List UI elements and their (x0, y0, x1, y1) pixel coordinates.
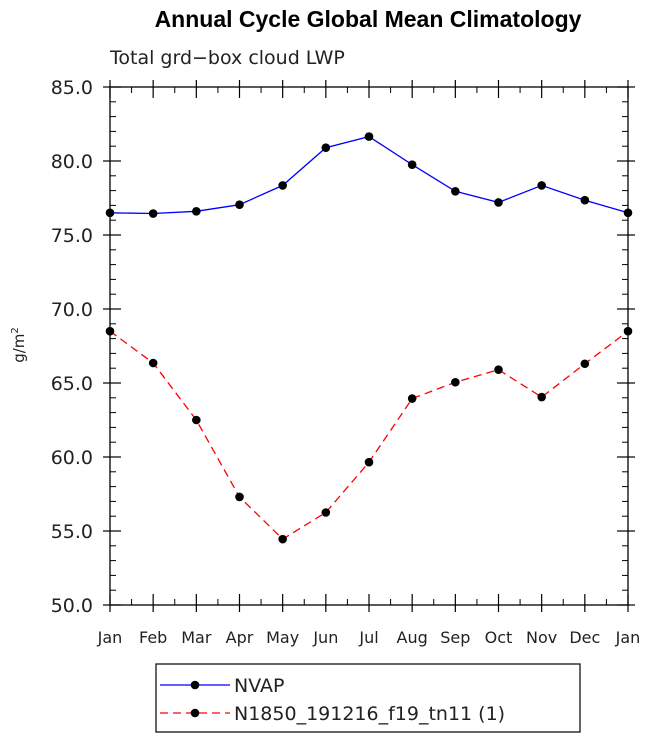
series-1-point (364, 132, 374, 141)
y-axis-label-base: g/m (10, 334, 28, 363)
series-2-point (580, 359, 590, 369)
y-tick-label: 65.0 (51, 373, 93, 395)
legend-label-1: NVAP (234, 675, 284, 697)
y-tick-labels: 50.0 55.0 60.0 65.0 70.0 75.0 80.0 85.0 (51, 77, 93, 617)
series-1-point (580, 195, 590, 205)
x-tick-label: Aug (397, 628, 428, 647)
series-2-point (494, 365, 503, 374)
series-layer (105, 132, 633, 544)
x-tick-label: May (266, 628, 299, 647)
series-2-point (235, 492, 244, 502)
series-1-point (235, 200, 244, 209)
series-1-point (407, 160, 417, 169)
y-tick-label: 85.0 (51, 77, 93, 99)
series-line-1 (109, 135, 629, 215)
x-tick-label: Jan (615, 628, 641, 647)
y-tick-label: 50.0 (51, 595, 93, 617)
series-2-point (407, 394, 417, 403)
x-tick-label: Feb (139, 628, 167, 647)
legend: NVAP N1850_191216_f19_tn11 (1) (155, 663, 581, 733)
x-tick-label: Jul (358, 628, 378, 647)
series-1-point (148, 209, 158, 218)
legend-marker-2 (190, 708, 200, 718)
series-1-point (494, 198, 503, 207)
y-axis-label: g/m2 (10, 327, 28, 363)
y-tick-label: 55.0 (51, 521, 93, 543)
series-2-point (451, 377, 460, 387)
series-1-point (321, 143, 331, 152)
series-1-point (278, 181, 287, 190)
x-tick-label: Nov (526, 628, 557, 647)
legend-box (155, 663, 581, 733)
x-tick-label: Jun (312, 628, 338, 647)
plot-frame (109, 86, 629, 606)
y-axis-label-sup: 2 (10, 327, 21, 333)
x-tick-label: Mar (181, 628, 212, 647)
y-tick-label: 60.0 (51, 447, 93, 469)
x-tick-label: Oct (485, 628, 513, 647)
x-tick-labels: Jan Feb Mar Apr May Jun Jul Aug Sep Oct Nov Dec Jan (97, 628, 641, 647)
series-1-point (192, 207, 201, 216)
major-ticks (103, 80, 635, 612)
minor-ticks (110, 87, 628, 605)
x-tick-label: Apr (226, 628, 254, 647)
series-2-point (148, 358, 158, 368)
y-tick-label: 75.0 (51, 225, 93, 247)
chart-subtitle: Total grd−box cloud LWP (109, 47, 345, 69)
x-tick-label: Jan (97, 628, 123, 647)
series-line-2 (109, 330, 629, 540)
y-tick-label: 80.0 (51, 151, 93, 173)
legend-marker-1 (190, 680, 200, 690)
y-tick-label: 70.0 (51, 299, 93, 321)
legend-label-2: N1850_191216_f19_tn11 (1) (234, 703, 505, 725)
chart-title: Annual Cycle Global Mean Climatology (155, 6, 582, 32)
series-1-point (451, 187, 460, 196)
series-1-point (537, 181, 546, 190)
series-2-point (278, 534, 287, 544)
series-2-point (192, 415, 201, 425)
series-2-point (321, 508, 331, 517)
series-2-point (364, 457, 374, 467)
series-2-point (537, 392, 546, 402)
x-tick-label: Sep (440, 628, 470, 647)
x-tick-label: Dec (569, 628, 600, 647)
